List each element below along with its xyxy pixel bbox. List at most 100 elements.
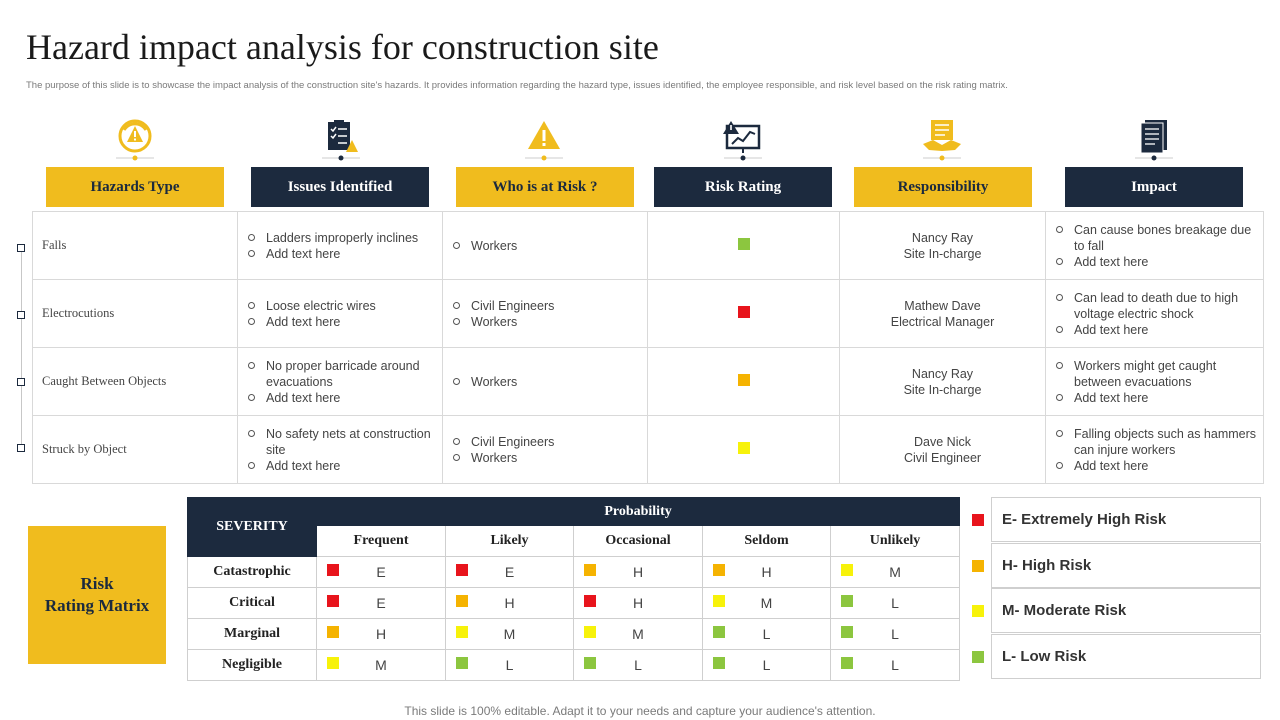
risk-square	[584, 625, 596, 638]
rating-cell	[647, 415, 840, 484]
header-issues-identified: Issues Identified	[251, 167, 429, 207]
risk-letter: M	[375, 656, 387, 673]
risk-square	[737, 237, 750, 250]
handshake-document-icon	[917, 118, 967, 162]
table-row: Caught Between Objects No proper barrica…	[32, 347, 1264, 416]
risk-square	[584, 563, 596, 576]
responsible-role: Civil Engineer	[903, 450, 982, 465]
matrix-cell: H	[573, 586, 703, 619]
impact-cell: Falling objects such as hammers can inju…	[1045, 415, 1264, 484]
matrix-cell: L	[702, 648, 831, 681]
timeline-bullet	[17, 244, 25, 252]
matrix-row: Critical E H H M L	[187, 586, 961, 619]
risk-letter: E	[504, 563, 515, 580]
responsible-name: Dave Nick	[914, 434, 971, 449]
matrix-row: Negligible M L L L L	[187, 648, 961, 681]
risk-letter: L	[634, 656, 642, 673]
matrix-cell: M	[316, 648, 446, 681]
risk-square	[737, 441, 750, 454]
list-item: Workers	[453, 238, 641, 254]
list-item: Add text here	[248, 246, 436, 262]
who-cell: Workers	[442, 347, 648, 416]
risk-letter: H	[632, 594, 644, 611]
list-item: Can lead to death due to high voltage el…	[1056, 290, 1257, 322]
matrix-cell: L	[829, 586, 961, 619]
issues-cell: No proper barricade around evacuations Ad…	[237, 347, 443, 416]
risk-letter: L	[891, 625, 899, 642]
header-impact: Impact	[1065, 167, 1243, 207]
matrix-cell: E	[445, 555, 574, 588]
who-cell: Workers	[442, 211, 648, 280]
matrix-cell: L	[573, 648, 703, 681]
list-item: Add text here	[1056, 458, 1257, 474]
responsibility-cell: Dave Nick Civil Engineer	[839, 415, 1046, 484]
list-item: Can cause bones breakage due to fall	[1056, 222, 1257, 254]
hazard-name: Caught Between Objects	[32, 347, 238, 416]
list-item: Add text here	[248, 314, 436, 330]
matrix-cell: M	[702, 586, 831, 619]
risk-letter: M	[503, 625, 516, 642]
risk-square	[713, 625, 725, 638]
list-item: Workers	[453, 374, 641, 390]
risk-square	[841, 656, 853, 669]
responsibility-cell: Mathew Dave Electrical Manager	[839, 279, 1046, 348]
matrix-cell: L	[829, 617, 961, 650]
matrix-cell: H	[702, 555, 831, 588]
legend-square	[972, 514, 984, 526]
risk-square	[327, 625, 339, 638]
footer-note: This slide is 100% editable. Adapt it to…	[404, 704, 876, 718]
impact-cell: Can cause bones breakage due to fall Add …	[1045, 211, 1264, 280]
list-item: Workers might get caught between evacuat…	[1056, 358, 1257, 390]
hazard-name: Electrocutions	[32, 279, 238, 348]
legend-square	[972, 651, 984, 663]
header-who-at-risk: Who is at Risk ?	[456, 167, 634, 207]
matrix-cell: H	[445, 586, 574, 619]
list-item: Add text here	[1056, 254, 1257, 270]
risk-square	[456, 563, 468, 576]
list-item: No safety nets at construction site	[248, 426, 436, 458]
risk-square	[584, 594, 596, 607]
risk-matrix-table: SEVERITY Probability Frequent Likely Occ…	[187, 497, 961, 681]
matrix-column-header: Frequent	[316, 525, 446, 557]
risk-square	[584, 656, 596, 669]
risk-square	[841, 563, 853, 576]
severity-header: SEVERITY	[187, 497, 317, 557]
matrix-cell: E	[316, 586, 446, 619]
chart-board-alert-icon	[718, 118, 768, 162]
list-item: Add text here	[248, 458, 436, 474]
list-item: No proper barricade around evacuations	[248, 358, 436, 390]
risk-square	[327, 656, 339, 669]
legend-square	[972, 560, 984, 572]
probability-header: Probability	[315, 497, 961, 526]
responsible-role: Electrical Manager	[890, 314, 995, 329]
risk-square	[841, 625, 853, 638]
legend-item: E- Extremely High Risk	[991, 497, 1261, 542]
matrix-row: Catastrophic E E H H M	[187, 555, 961, 588]
risk-letter: L	[891, 656, 899, 673]
legend-item: H- High Risk	[991, 543, 1261, 588]
clipboard-checklist-icon	[316, 118, 366, 162]
risk-square	[456, 656, 468, 669]
hazard-name: Struck by Object	[32, 415, 238, 484]
risk-square	[841, 594, 853, 607]
list-item: Add text here	[1056, 322, 1257, 338]
legend-item: M- Moderate Risk	[991, 588, 1261, 633]
risk-square	[737, 373, 750, 386]
risk-letter: M	[632, 625, 644, 642]
matrix-cell: H	[573, 555, 703, 588]
who-cell: Civil Engineers Workers	[442, 279, 648, 348]
matrix-column-header: Occasional	[573, 525, 703, 557]
risk-square	[737, 305, 750, 318]
responsible-role: Site In-charge	[903, 246, 982, 261]
header-responsibility: Responsibility	[854, 167, 1032, 207]
page-subtitle: The purpose of this slide is to showcase…	[26, 80, 1008, 91]
matrix-box-line1: Risk	[80, 574, 114, 593]
timeline-line	[21, 248, 22, 448]
risk-rating-matrix-label: Risk Rating Matrix	[28, 526, 166, 664]
risk-letter: M	[889, 563, 901, 580]
responsibility-cell: Nancy Ray Site In-charge	[839, 211, 1046, 280]
matrix-box-line2: Rating Matrix	[44, 596, 150, 615]
matrix-cell: M	[573, 617, 703, 650]
list-item: Workers	[453, 450, 641, 466]
gauge-warning-icon	[110, 118, 160, 162]
